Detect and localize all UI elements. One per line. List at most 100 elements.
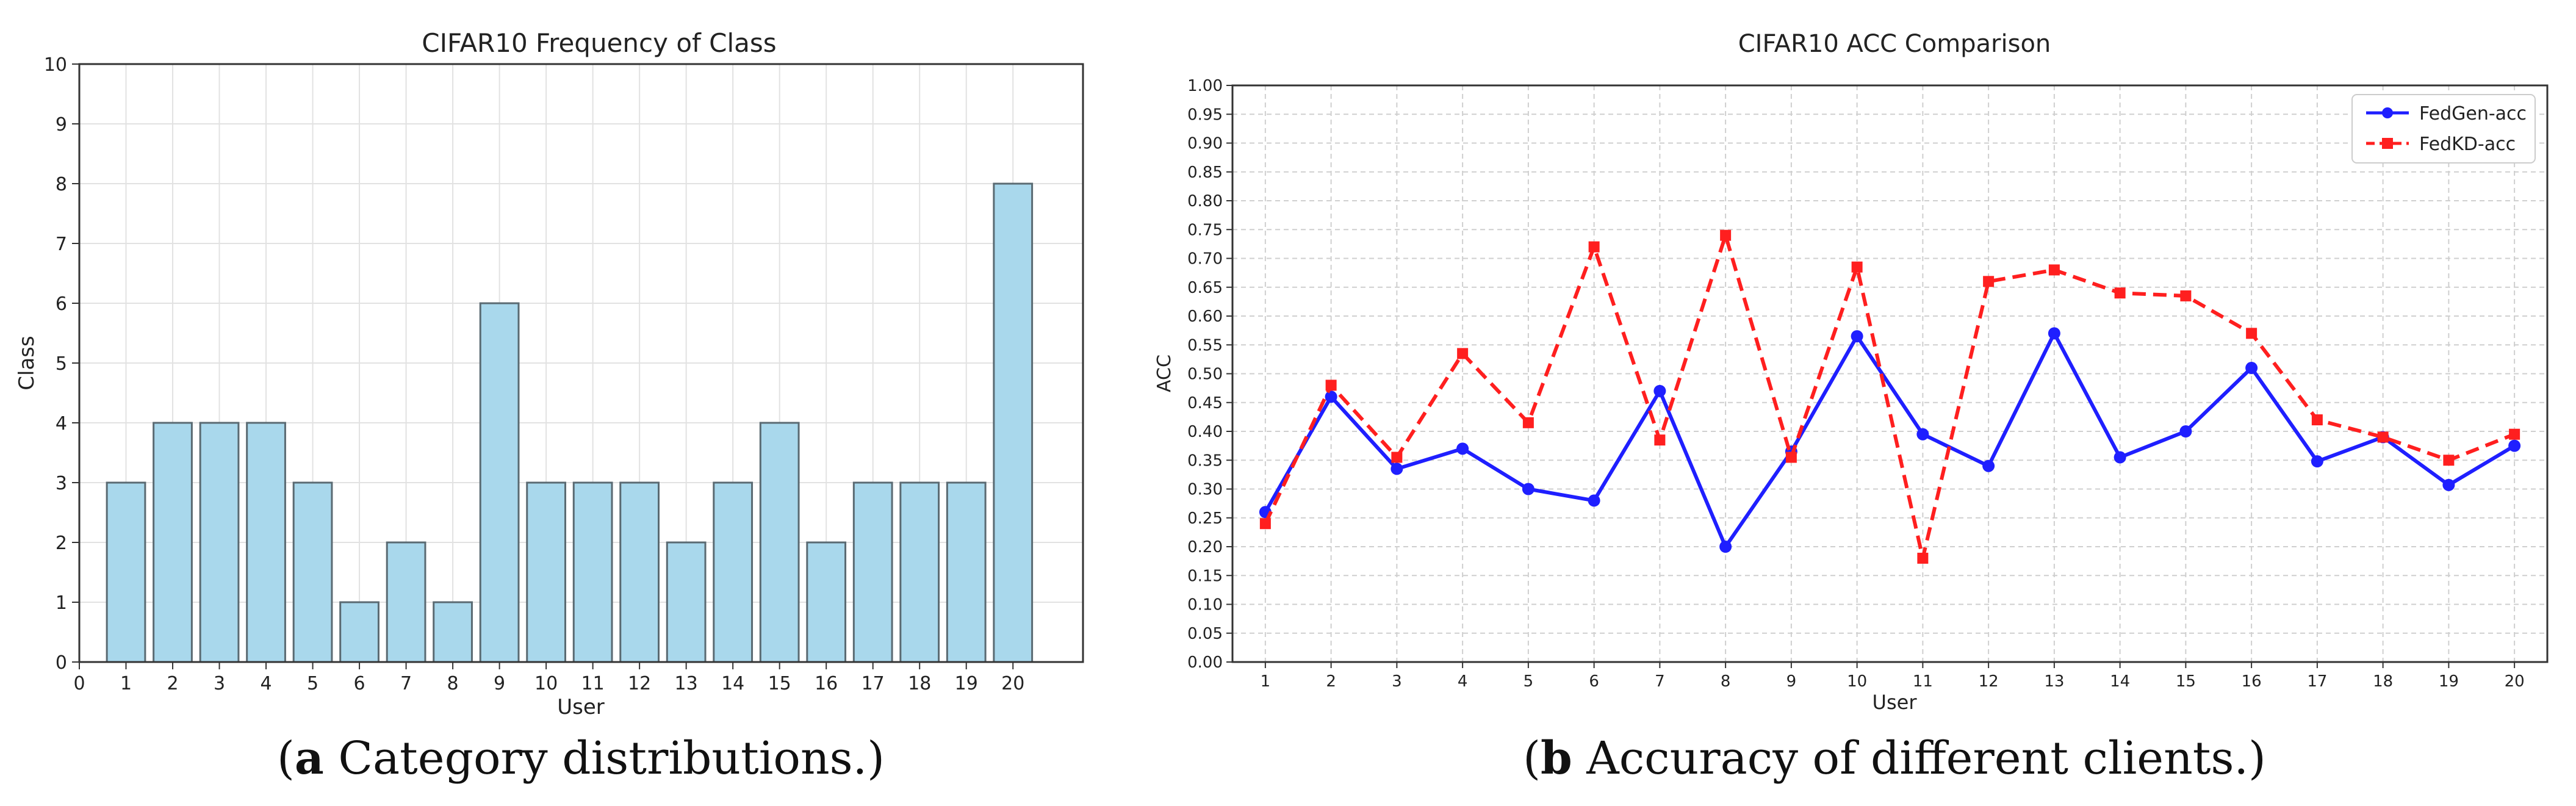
chart-a-y-tick-label: 5	[56, 353, 67, 375]
chart-b-y-tick-label: 1.00	[1187, 77, 1223, 95]
chart-a-x-tick-label: 6	[354, 673, 365, 694]
chart-a-x-tick-label: 7	[400, 673, 412, 694]
chart-a-y-tick-label: 0	[56, 652, 67, 674]
chart-a-x-tick-label: 17	[862, 673, 885, 694]
chart-b-y-tick-label: 0.40	[1187, 423, 1223, 441]
chart-b-y-tick-label: 0.15	[1187, 567, 1223, 585]
chart-b-x-tick-label: 10	[1847, 672, 1867, 691]
legend-fedkd-marker	[2382, 138, 2393, 149]
chart-b-x-tick-label: 17	[2307, 672, 2327, 691]
chart-b-point-fedkd-acc	[2114, 287, 2126, 299]
chart-a-x-tick-label: 14	[721, 673, 744, 694]
caption-b-text: Accuracy of different clients.	[1572, 732, 2248, 785]
chart-b-x-tick-label: 2	[1326, 672, 1336, 691]
chart-a-bar	[899, 481, 940, 663]
chart-a-y-tick-label: 3	[56, 473, 67, 494]
chart-b-x-tick-label: 8	[1721, 672, 1731, 691]
chart-a-bar	[946, 481, 987, 663]
chart-b-x-tick-label: 14	[2110, 672, 2130, 691]
chart-b-point-fedgen-acc	[1456, 442, 1469, 455]
chart-a-x-tick-label: 0	[73, 673, 85, 694]
chart-a-x-tick-label: 16	[815, 673, 838, 694]
chart-a-x-tick-label: 1	[120, 673, 132, 694]
chart-a-x-tick-label: 9	[494, 673, 505, 694]
chart-a-bar	[339, 601, 380, 663]
chart-b-legend: FedGen-acc FedKD-acc	[2351, 94, 2536, 164]
chart-a-y-tick-label: 2	[56, 533, 67, 554]
caption-b: (b Accuracy of different clients.)	[1523, 732, 2266, 785]
chart-b-point-fedkd-acc	[1259, 518, 1271, 530]
chart-b-point-fedkd-acc	[1654, 434, 1666, 446]
chart-b-point-fedkd-acc	[1785, 452, 1797, 463]
chart-b-point-fedgen-acc	[1522, 483, 1534, 495]
chart-b-y-tick-label: 0.55	[1187, 336, 1223, 354]
chart-a-x-tick-label: 19	[955, 673, 978, 694]
chart-b-x-tick-label: 12	[1979, 672, 1999, 691]
chart-b-point-fedgen-acc	[2048, 327, 2060, 340]
chart-b-point-fedkd-acc	[2180, 290, 2192, 301]
chart-b-grid	[1232, 85, 2547, 663]
chart-a-bar	[106, 481, 146, 663]
chart-a-frame	[78, 63, 1084, 663]
chart-b-point-fedgen-acc	[1916, 428, 1929, 441]
chart-b-x-tick-label: 15	[2176, 672, 2196, 691]
chart-b-point-fedkd-acc	[1851, 261, 1863, 273]
chart-b-point-fedgen-acc	[1653, 384, 1666, 397]
chart-a-bar	[759, 422, 800, 663]
chart-a-bar	[153, 422, 193, 663]
chart-b-point-fedgen-acc	[2114, 451, 2126, 464]
chart-b-y-tick-label: 0.90	[1187, 135, 1223, 153]
chart-b-point-fedgen-acc	[2508, 439, 2521, 452]
chart-b-point-fedgen-acc	[2179, 425, 2192, 437]
chart-b-x-tick-label: 19	[2439, 672, 2459, 691]
chart-a-bar	[806, 541, 847, 663]
chart-b-point-fedgen-acc	[1588, 494, 1600, 507]
chart-b-x-tick-label: 7	[1655, 672, 1665, 691]
chart-b-x-tick-label: 18	[2373, 672, 2393, 691]
chart-b-y-tick-label: 0.25	[1187, 509, 1223, 528]
chart-a-y-tick-label: 9	[56, 114, 67, 135]
chart-a-x-tick-label: 2	[167, 673, 178, 694]
chart-a-y-tick-label: 7	[56, 234, 67, 255]
chart-a-x-tick-label: 8	[447, 673, 459, 694]
chart-b-y-ticks: 0.00 0.05 0.10 0.15 0.20 0.25 0.30 0.35 0.40 0.45…	[1187, 77, 1232, 672]
chart-a-y-tick-label: 8	[56, 174, 67, 195]
chart-b-y-tick-label: 0.50	[1187, 365, 1223, 384]
chart-b-title: CIFAR10 ACC Comparison	[1738, 30, 2051, 58]
chart-a-x-tick-label: 13	[675, 673, 698, 694]
chart-a-bar	[526, 481, 566, 663]
chart-b-x-tick-label: 3	[1392, 672, 1402, 691]
chart-b-x-tick-label: 1	[1261, 672, 1271, 691]
chart-b-point-fedkd-acc	[1391, 452, 1403, 463]
legend-fedgen-marker	[2382, 107, 2393, 118]
chart-b-y-tick-label: 0.85	[1187, 164, 1223, 182]
chart-a-x-tick-label: 15	[768, 673, 791, 694]
caption-a-text: Category distributions.	[323, 732, 868, 785]
caption-a-label: a	[294, 732, 324, 785]
chart-b-x-ticks: 1 2 3 4 5 6 7 8 9 10 11 12 13 14 15 16 17 18 19 20	[1261, 662, 2525, 691]
chart-b-point-fedkd-acc	[2443, 455, 2455, 466]
chart-a-bar	[852, 481, 893, 663]
chart-b-point-fedkd-acc	[2311, 414, 2323, 426]
chart-b-point-fedgen-acc	[1391, 462, 1403, 475]
chart-a-y-axis-label: Class	[15, 336, 39, 390]
line-chart-acc-comparison: CIFAR10 ACC Comparison 0.000.050.100.150…	[1154, 30, 2549, 714]
chart-b-point-fedgen-acc	[1982, 459, 1995, 472]
chart-b-y-tick-label: 0.95	[1187, 106, 1223, 124]
chart-b-x-tick-label: 9	[1786, 672, 1797, 691]
caption-a: (a Category distributions.)	[276, 732, 885, 785]
chart-a-x-tick-label: 3	[214, 673, 225, 694]
chart-a-x-ticks: 0 1 2 3 4 5 6 7 8 9 10 11 12 13 14 15 16 17 18 19 20	[73, 662, 1024, 694]
chart-b-x-tick-label: 20	[2505, 672, 2525, 691]
chart-b-point-fedkd-acc	[2246, 328, 2258, 339]
chart-b-y-tick-label: 0.05	[1187, 625, 1223, 643]
chart-b-line-fedgen-acc	[1264, 331, 2516, 549]
chart-a-bar	[292, 481, 333, 663]
chart-a-x-tick-label: 10	[534, 673, 558, 694]
chart-a-x-tick-label: 5	[307, 673, 318, 694]
chart-a-y-tick-label: 6	[56, 293, 67, 315]
chart-b-y-tick-label: 0.80	[1187, 192, 1223, 210]
chart-b-point-fedgen-acc	[1719, 541, 1732, 553]
chart-b-point-fedkd-acc	[1325, 380, 1337, 391]
